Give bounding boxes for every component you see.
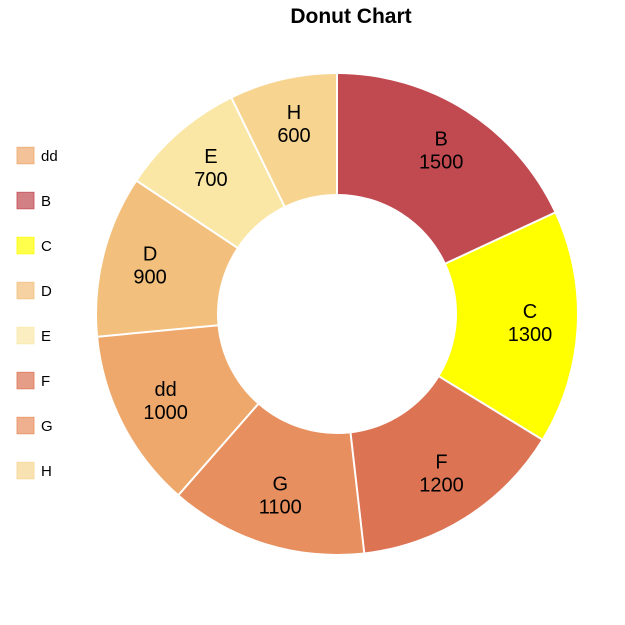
svg-text:1200: 1200 — [419, 475, 464, 497]
svg-text:E: E — [41, 328, 51, 345]
svg-text:Donut Chart: Donut Chart — [290, 5, 411, 28]
svg-text:dd: dd — [41, 148, 58, 165]
svg-text:H: H — [41, 463, 52, 480]
svg-text:G: G — [273, 473, 289, 495]
svg-text:F: F — [41, 373, 50, 390]
svg-text:D: D — [41, 283, 52, 300]
svg-text:B: B — [41, 193, 51, 210]
svg-text:B: B — [435, 128, 448, 150]
svg-text:C: C — [523, 301, 537, 323]
svg-text:900: 900 — [133, 267, 166, 289]
svg-text:1500: 1500 — [419, 151, 464, 173]
svg-text:1000: 1000 — [143, 402, 188, 424]
svg-text:E: E — [204, 146, 217, 168]
svg-text:dd: dd — [154, 379, 176, 401]
svg-text:F: F — [435, 452, 447, 474]
svg-text:600: 600 — [277, 125, 310, 147]
svg-text:H: H — [287, 102, 301, 124]
svg-text:1100: 1100 — [259, 496, 302, 518]
svg-text:C: C — [41, 238, 52, 255]
svg-text:1300: 1300 — [508, 324, 553, 346]
svg-text:G: G — [41, 418, 53, 435]
svg-text:700: 700 — [194, 169, 227, 191]
svg-text:D: D — [143, 244, 157, 266]
